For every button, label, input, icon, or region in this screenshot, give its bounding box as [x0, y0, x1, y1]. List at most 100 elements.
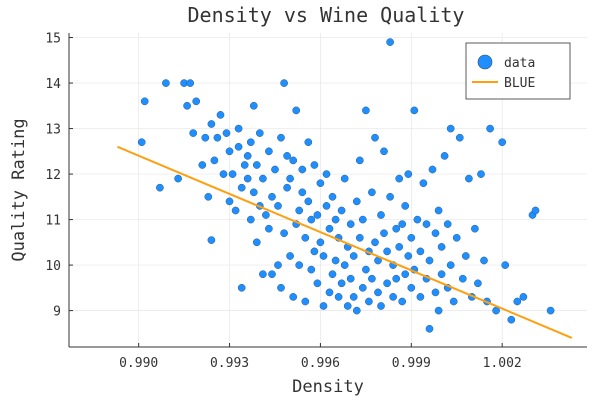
data-point [431, 288, 440, 297]
data-point [313, 211, 322, 219]
data-point [304, 138, 313, 147]
legend-data-label: data [504, 56, 535, 71]
data-point [513, 297, 522, 306]
data-point [362, 106, 370, 115]
data-point [228, 170, 237, 178]
data-point [319, 252, 328, 260]
data-point [295, 261, 304, 269]
data-point [337, 279, 346, 288]
data-point [292, 106, 301, 115]
y-tick-label: 14 [45, 77, 61, 92]
data-point [340, 174, 349, 183]
data-point [313, 279, 322, 288]
data-point [277, 283, 285, 292]
data-point [225, 147, 234, 156]
data-point [395, 174, 404, 183]
data-point [340, 261, 349, 269]
data-point [225, 197, 234, 206]
data-point [407, 283, 416, 292]
data-point [201, 133, 210, 142]
data-point [404, 170, 413, 178]
data-point [268, 270, 276, 279]
data-point [380, 147, 388, 156]
data-point [271, 165, 279, 174]
data-point [486, 124, 494, 133]
data-point [355, 156, 364, 165]
data-point [286, 174, 294, 183]
data-point [325, 224, 334, 233]
y-axis-ticks: 9 10 11 12 13 14 15 [45, 32, 73, 320]
data-point [352, 197, 361, 206]
data-point [234, 142, 243, 151]
data-point [434, 206, 443, 215]
data-point [328, 270, 337, 279]
data-point [383, 279, 391, 288]
y-tick-label: 9 [53, 305, 61, 320]
data-point [446, 261, 455, 269]
data-point [189, 129, 198, 137]
chart-title: Density vs Wine Quality [188, 3, 465, 27]
data-point [277, 133, 285, 142]
data-point [446, 124, 455, 133]
y-tick-label: 12 [45, 168, 61, 183]
data-point [249, 188, 258, 197]
x-axis-label: Density [292, 377, 364, 397]
data-point [365, 297, 373, 306]
data-point [262, 211, 270, 219]
data-point [286, 252, 294, 260]
legend-box [465, 42, 571, 100]
data-point [301, 233, 310, 242]
data-point [337, 206, 346, 215]
data-point [407, 233, 416, 242]
data-point [519, 293, 528, 301]
data-point [413, 215, 422, 224]
x-tick-label: 1.002 [483, 356, 522, 371]
data-point [349, 293, 358, 301]
data-point [371, 238, 379, 247]
data-point [304, 197, 313, 206]
data-point [325, 288, 334, 297]
data-point [431, 229, 440, 238]
data-point [471, 224, 479, 233]
data-point [310, 247, 319, 256]
data-point [249, 101, 258, 110]
data-point [322, 170, 331, 178]
data-point [298, 165, 307, 174]
legend: data BLUE [465, 42, 571, 100]
data-point [437, 270, 446, 279]
data-point [331, 215, 340, 224]
data-point [425, 256, 434, 265]
data-point [474, 279, 482, 288]
data-point [401, 202, 410, 210]
data-point [246, 215, 255, 224]
data-point [237, 283, 246, 292]
data-point [307, 265, 316, 274]
data-point [374, 288, 382, 297]
data-point [255, 129, 264, 137]
data-point [404, 252, 413, 260]
data-point [419, 179, 428, 188]
data-point [368, 188, 376, 197]
data-point [422, 220, 431, 228]
data-point [346, 274, 355, 283]
data-point [237, 183, 246, 192]
data-point [392, 274, 401, 283]
data-point [416, 247, 425, 256]
data-point [234, 124, 243, 133]
x-tick-label: 0.993 [210, 356, 249, 371]
data-point [386, 38, 394, 46]
data-point [401, 270, 410, 279]
y-tick-label: 13 [45, 123, 61, 138]
data-point [428, 165, 437, 174]
data-point [316, 238, 325, 247]
data-point [156, 183, 164, 192]
data-point [461, 252, 470, 260]
data-point [465, 174, 473, 183]
data-point [252, 161, 261, 169]
data-point [289, 156, 298, 165]
data-point [280, 79, 288, 87]
data-point [252, 238, 261, 247]
data-point [174, 174, 182, 183]
data-point [395, 243, 404, 251]
